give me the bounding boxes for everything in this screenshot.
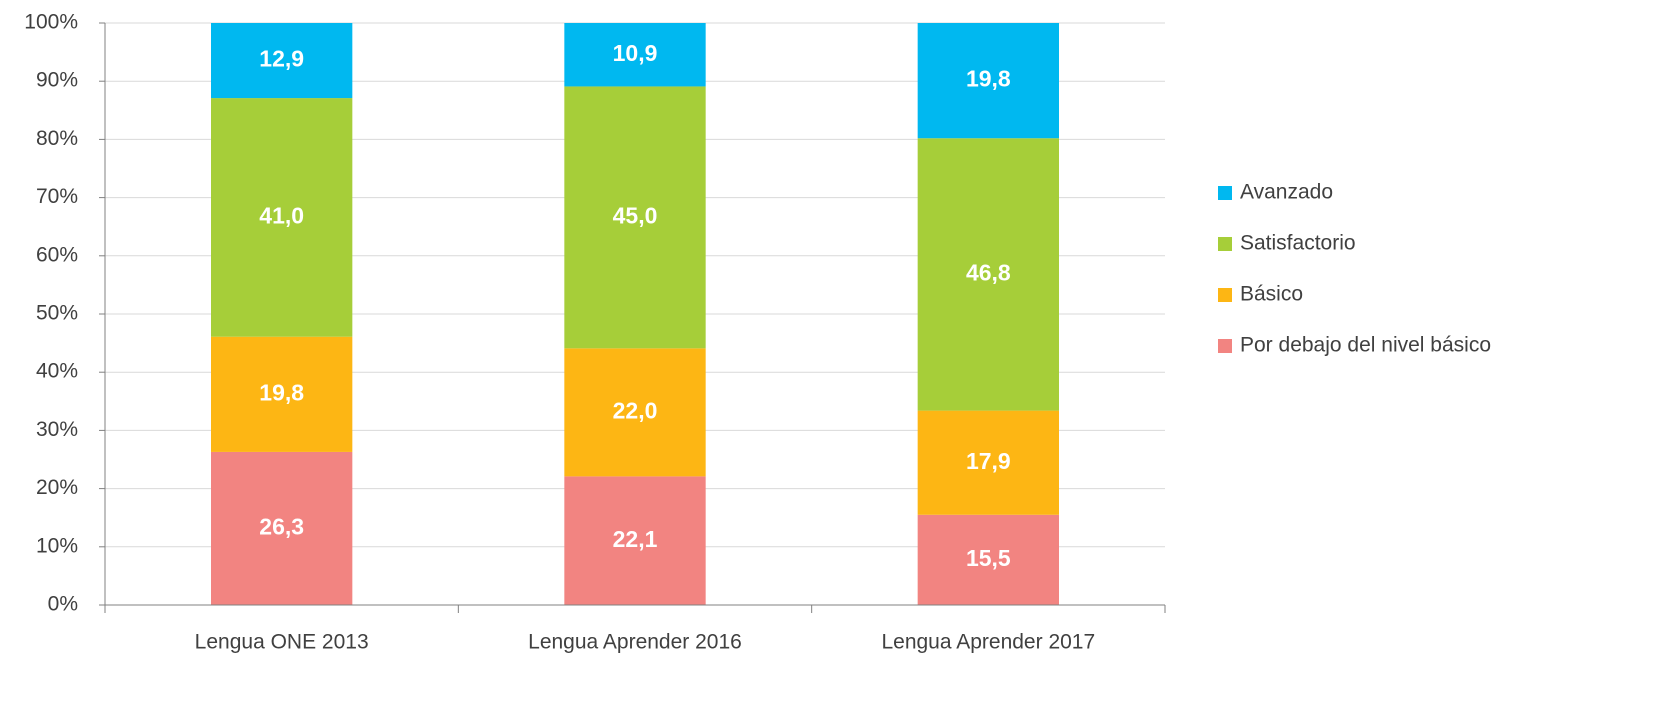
y-tick-label: 20% bbox=[36, 476, 78, 499]
value-label: 10,9 bbox=[613, 40, 658, 66]
legend-label: Satisfactorio bbox=[1240, 232, 1356, 255]
y-tick-label: 30% bbox=[36, 418, 78, 441]
legend-label: Básico bbox=[1240, 283, 1303, 306]
bar-segment bbox=[917, 514, 1059, 605]
y-tick-label: 60% bbox=[36, 243, 78, 266]
bar-segment bbox=[917, 23, 1059, 139]
x-tick-label: Lengua Aprender 2017 bbox=[881, 631, 1095, 654]
legend-label: Por debajo del nivel básico bbox=[1240, 334, 1491, 357]
value-label: 15,5 bbox=[966, 545, 1011, 571]
value-label: 22,0 bbox=[613, 397, 658, 423]
bar-segment bbox=[564, 23, 706, 87]
bar-segment bbox=[564, 476, 706, 605]
value-label: 19,8 bbox=[259, 379, 304, 405]
y-tick-label: 0% bbox=[48, 593, 78, 616]
bar-segment bbox=[917, 138, 1059, 411]
value-label: 17,9 bbox=[966, 448, 1011, 474]
y-tick-label: 10% bbox=[36, 534, 78, 557]
legend-label: Avanzado bbox=[1240, 181, 1333, 204]
legend-swatch bbox=[1218, 339, 1232, 353]
legend-swatch bbox=[1218, 186, 1232, 200]
bar-segment bbox=[211, 451, 353, 605]
value-label: 41,0 bbox=[259, 202, 304, 228]
value-label: 19,8 bbox=[966, 66, 1011, 92]
bar-segment bbox=[917, 410, 1059, 515]
y-tick-label: 90% bbox=[36, 69, 78, 92]
bar-segment bbox=[564, 86, 706, 349]
legend-swatch bbox=[1218, 237, 1232, 251]
value-label: 26,3 bbox=[259, 514, 304, 540]
bar-segment bbox=[211, 98, 353, 337]
value-label: 22,1 bbox=[613, 526, 658, 552]
value-label: 45,0 bbox=[613, 202, 658, 228]
legend-swatch bbox=[1218, 288, 1232, 302]
bar-segment bbox=[564, 348, 706, 477]
bar-segment bbox=[211, 23, 353, 99]
value-label: 12,9 bbox=[259, 46, 304, 72]
bar-segment bbox=[211, 336, 353, 452]
y-tick-label: 80% bbox=[36, 127, 78, 150]
x-tick-label: Lengua Aprender 2016 bbox=[528, 631, 742, 654]
y-tick-label: 100% bbox=[24, 11, 78, 34]
x-tick-label: Lengua ONE 2013 bbox=[195, 631, 369, 654]
y-tick-label: 40% bbox=[36, 360, 78, 383]
y-tick-label: 50% bbox=[36, 302, 78, 325]
value-label: 46,8 bbox=[966, 260, 1011, 286]
y-tick-label: 70% bbox=[36, 185, 78, 208]
